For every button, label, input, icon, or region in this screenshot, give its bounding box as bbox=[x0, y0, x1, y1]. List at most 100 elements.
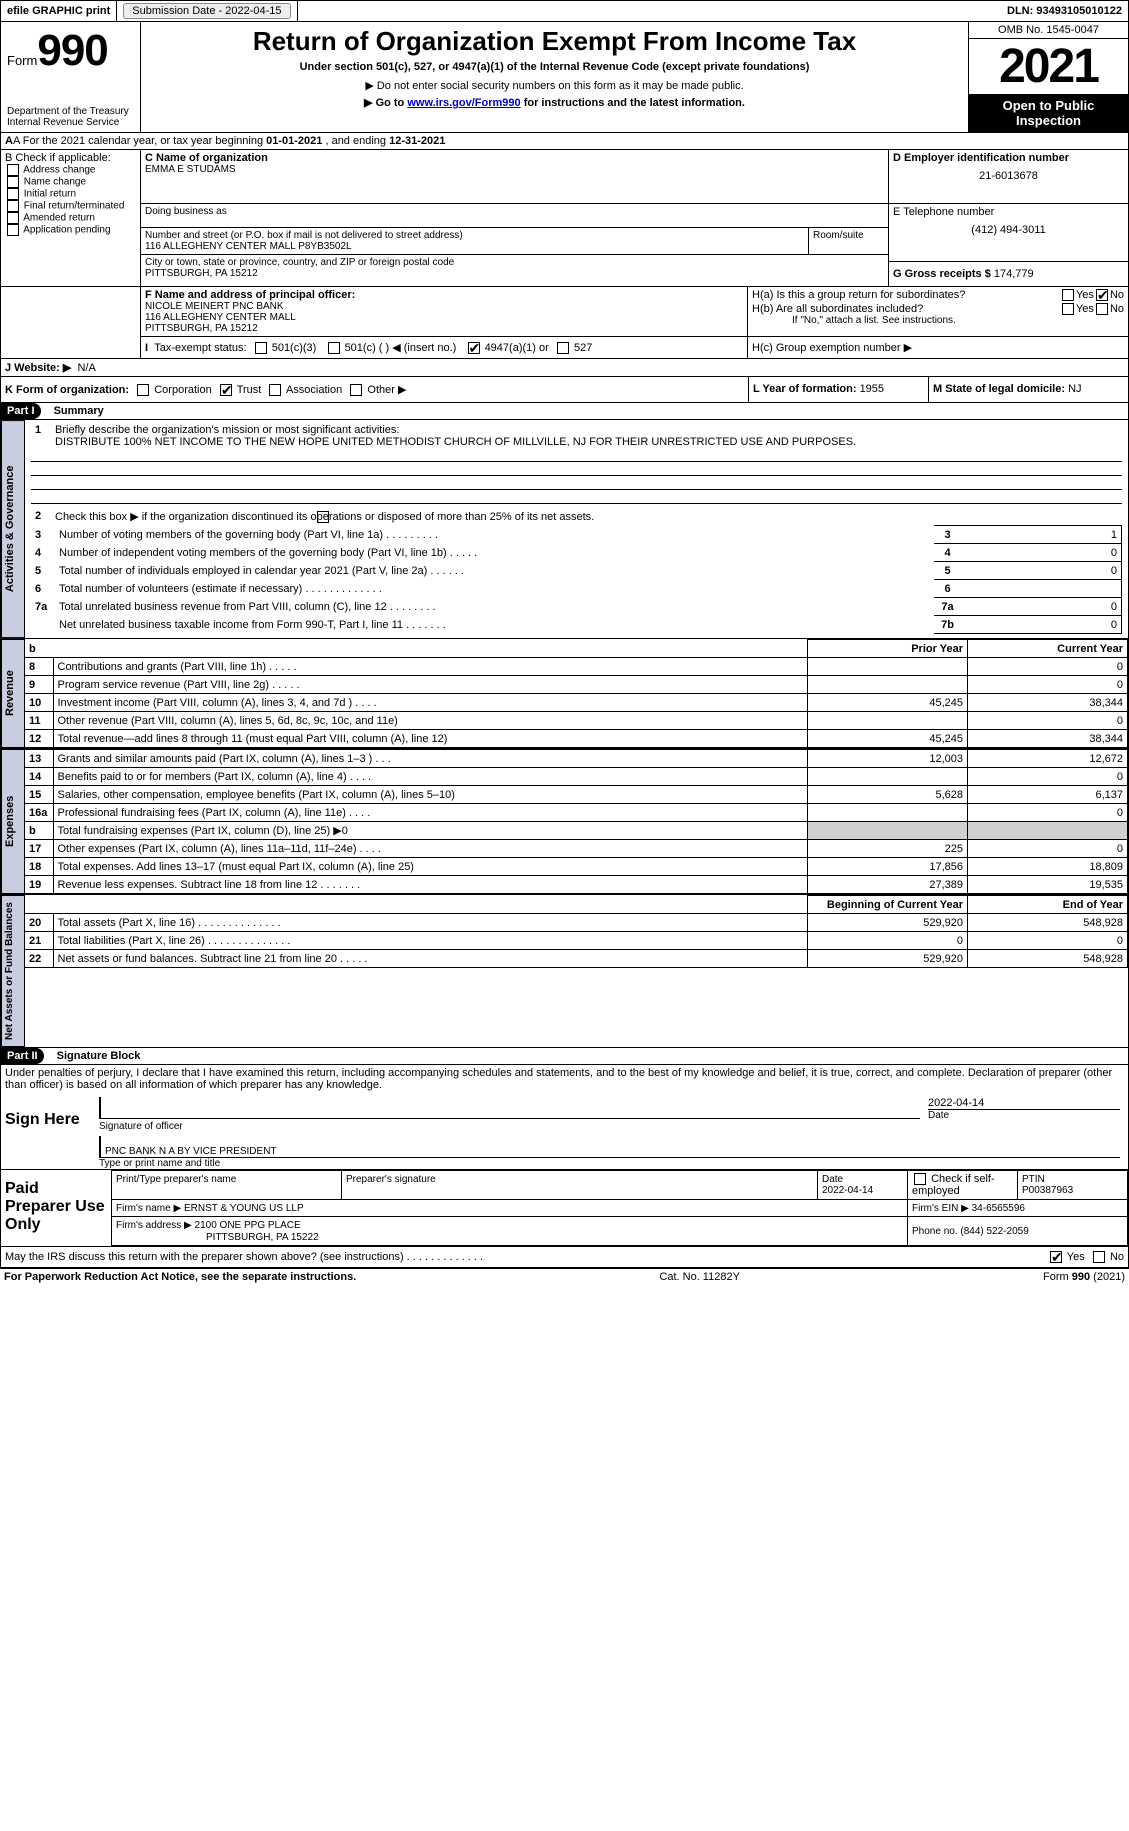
b-option: Application pending bbox=[5, 224, 136, 236]
b-option: Name change bbox=[5, 176, 136, 188]
org-name: EMMA E STUDAMS bbox=[145, 164, 884, 175]
i-501c-checkbox[interactable] bbox=[328, 342, 340, 354]
sign-here-label: Sign Here bbox=[1, 1093, 91, 1169]
b-option: Address change bbox=[5, 164, 136, 176]
ha-yes-checkbox[interactable] bbox=[1062, 289, 1074, 301]
omb-number: OMB No. 1545-0047 bbox=[969, 22, 1128, 39]
section-f: F Name and address of principal officer:… bbox=[141, 287, 748, 336]
mission-text: DISTRIBUTE 100% NET INCOME TO THE NEW HO… bbox=[55, 436, 856, 448]
dept-treasury: Department of the Treasury bbox=[7, 106, 134, 117]
preparer-date: 2022-04-14 bbox=[822, 1185, 903, 1196]
name-title-value: PNC BANK N A BY VICE PRESIDENT bbox=[99, 1136, 1120, 1158]
summary-activities: Activities & Governance 1Briefly describ… bbox=[0, 420, 1129, 639]
officer-signature-line[interactable] bbox=[99, 1097, 920, 1119]
hb-no-checkbox[interactable] bbox=[1096, 303, 1108, 315]
header-mid: Return of Organization Exempt From Incom… bbox=[141, 22, 968, 132]
discuss-yes-checkbox[interactable] bbox=[1050, 1251, 1062, 1263]
section-deg: D Employer identification number 21-6013… bbox=[888, 150, 1128, 286]
summary-row: 17Other expenses (Part IX, column (A), l… bbox=[25, 840, 1128, 858]
hb-yes-checkbox[interactable] bbox=[1062, 303, 1074, 315]
section-i: I Tax-exempt status: 501(c)(3) 501(c) ( … bbox=[141, 337, 748, 358]
org-address: 116 ALLEGHENY CENTER MALL P8YB3502L bbox=[145, 241, 804, 252]
discuss-no-checkbox[interactable] bbox=[1093, 1251, 1105, 1263]
topbar-spacer bbox=[298, 1, 1002, 21]
vtab-activities: Activities & Governance bbox=[1, 420, 25, 638]
b-checkbox[interactable] bbox=[7, 212, 19, 224]
k-corp-checkbox[interactable] bbox=[137, 384, 149, 396]
summary-row: 13Grants and similar amounts paid (Part … bbox=[25, 750, 1128, 768]
self-employed-checkbox[interactable] bbox=[914, 1173, 926, 1185]
summary-expenses: Expenses 13Grants and similar amounts pa… bbox=[0, 749, 1129, 895]
website: N/A bbox=[77, 362, 95, 374]
tax-year: 2021 bbox=[969, 39, 1128, 94]
summary-row: 8Contributions and grants (Part VIII, li… bbox=[25, 658, 1128, 676]
summary-table-ag: 3Number of voting members of the governi… bbox=[31, 525, 1122, 634]
vtab-netassets: Net Assets or Fund Balances bbox=[1, 895, 25, 1047]
revenue-table: bPrior YearCurrent Year 8Contributions a… bbox=[25, 639, 1128, 748]
submission-cell: Submission Date - 2022-04-15 bbox=[117, 1, 297, 21]
note-ssn: ▶ Do not enter social security numbers o… bbox=[145, 79, 964, 92]
b-checkbox[interactable] bbox=[7, 164, 19, 176]
discuss-row: May the IRS discuss this return with the… bbox=[0, 1247, 1129, 1268]
ha-no-checkbox[interactable] bbox=[1096, 289, 1108, 301]
b-checkbox[interactable] bbox=[7, 176, 19, 188]
summary-row: 9Program service revenue (Part VIII, lin… bbox=[25, 676, 1128, 694]
b-option: Initial return bbox=[5, 188, 136, 200]
dln-cell: DLN: 93493105010122 bbox=[1001, 1, 1128, 21]
pra-notice: For Paperwork Reduction Act Notice, see … bbox=[4, 1271, 356, 1283]
vtab-expenses: Expenses bbox=[1, 749, 25, 894]
cat-number: Cat. No. 11282Y bbox=[659, 1271, 740, 1283]
header-right: OMB No. 1545-0047 2021 Open to Public In… bbox=[968, 22, 1128, 132]
perjury-text: Under penalties of perjury, I declare th… bbox=[0, 1065, 1129, 1093]
expenses-table: 13Grants and similar amounts paid (Part … bbox=[25, 749, 1128, 894]
i-527-checkbox[interactable] bbox=[557, 342, 569, 354]
part2-header: Part II Signature Block bbox=[0, 1048, 1129, 1065]
page-footer: For Paperwork Reduction Act Notice, see … bbox=[0, 1268, 1129, 1285]
b-checkbox[interactable] bbox=[7, 188, 19, 200]
summary-row: 11Other revenue (Part VIII, column (A), … bbox=[25, 712, 1128, 730]
part1-header: Part I Summary bbox=[0, 403, 1129, 420]
note-link: ▶ Go to www.irs.gov/Form990 for instruct… bbox=[145, 96, 964, 109]
i-501c3-checkbox[interactable] bbox=[255, 342, 267, 354]
top-bar: efile GRAPHIC print Submission Date - 20… bbox=[0, 0, 1129, 22]
summary-row: bTotal fundraising expenses (Part IX, co… bbox=[25, 822, 1128, 840]
summary-row: 14Benefits paid to or for members (Part … bbox=[25, 768, 1128, 786]
b-checkbox[interactable] bbox=[7, 224, 19, 236]
summary-netassets: Net Assets or Fund Balances Beginning of… bbox=[0, 895, 1129, 1048]
summary-row: 22Net assets or fund balances. Subtract … bbox=[25, 950, 1128, 968]
year-formation: 1955 bbox=[860, 383, 884, 395]
open-to-public: Open to Public Inspection bbox=[969, 94, 1128, 132]
paid-preparer-label: Paid Preparer Use Only bbox=[1, 1170, 111, 1246]
dba-label: Doing business as bbox=[145, 206, 884, 217]
irs-link[interactable]: www.irs.gov/Form990 bbox=[407, 97, 520, 109]
telephone: (412) 494-3011 bbox=[893, 224, 1124, 236]
b-checkbox[interactable] bbox=[7, 200, 19, 212]
section-c: C Name of organization EMMA E STUDAMS Do… bbox=[141, 150, 888, 286]
efile-label: efile GRAPHIC print bbox=[1, 1, 117, 21]
state-domicile: NJ bbox=[1068, 383, 1081, 395]
k-other-checkbox[interactable] bbox=[350, 384, 362, 396]
section-klm: K Form of organization: Corporation Trus… bbox=[0, 377, 1129, 403]
officer-name: NICOLE MEINERT PNC BANK bbox=[145, 301, 743, 312]
summary-row: 19Revenue less expenses. Subtract line 1… bbox=[25, 876, 1128, 894]
room-suite: Room/suite bbox=[808, 228, 888, 254]
preparer-table: Print/Type preparer's name Preparer's si… bbox=[111, 1170, 1128, 1246]
section-hc: H(c) Group exemption number ▶ bbox=[748, 337, 1128, 358]
org-city: PITTSBURGH, PA 15212 bbox=[145, 268, 884, 279]
summary-row: 21Total liabilities (Part X, line 26) . … bbox=[25, 932, 1128, 950]
l2-checkbox[interactable] bbox=[317, 511, 329, 523]
form-header: Form990 Department of the Treasury Inter… bbox=[0, 22, 1129, 133]
gross-receipts: 174,779 bbox=[994, 268, 1034, 280]
i-4947-checkbox[interactable] bbox=[468, 342, 480, 354]
sign-here-block: Sign Here 2022-04-14 Date Signature of o… bbox=[0, 1093, 1129, 1170]
vtab-revenue: Revenue bbox=[1, 639, 25, 748]
k-assoc-checkbox[interactable] bbox=[269, 384, 281, 396]
section-fh: F Name and address of principal officer:… bbox=[0, 287, 1129, 359]
submission-date-button[interactable]: Submission Date - 2022-04-15 bbox=[123, 3, 290, 19]
k-trust-checkbox[interactable] bbox=[220, 384, 232, 396]
b-option: Final return/terminated bbox=[5, 200, 136, 212]
b-option: Amended return bbox=[5, 212, 136, 224]
irs-label: Internal Revenue Service bbox=[7, 117, 134, 128]
ptin: P00387963 bbox=[1022, 1185, 1123, 1196]
form-title: Return of Organization Exempt From Incom… bbox=[145, 26, 964, 57]
